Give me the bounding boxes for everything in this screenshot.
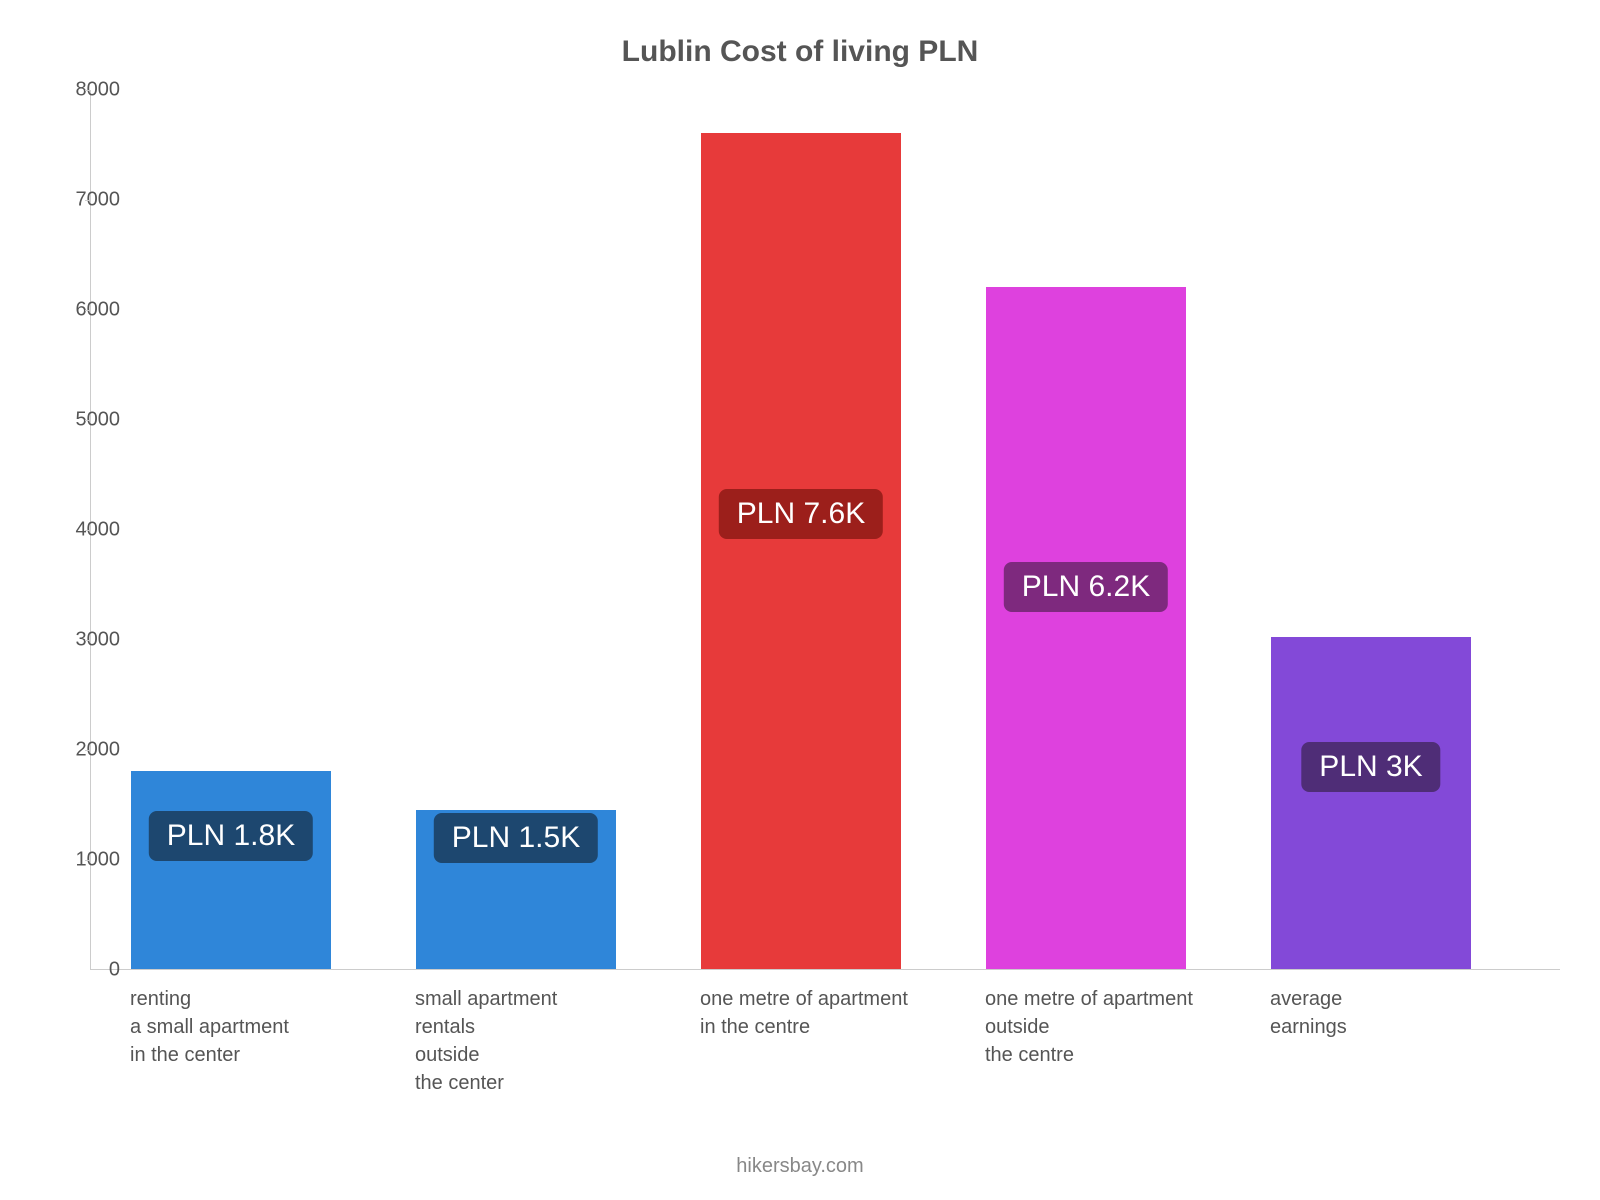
y-axis-tick <box>85 90 91 91</box>
bar <box>1271 637 1471 969</box>
chart-container: Lublin Cost of living PLN PLN 1.8KPLN 1.… <box>0 0 1600 1200</box>
y-axis-tick <box>85 750 91 751</box>
y-axis-label: 0 <box>50 959 120 982</box>
bar-value-label: PLN 3K <box>1301 742 1440 792</box>
x-axis-label: average earnings <box>1270 985 1347 1041</box>
x-axis-label: one metre of apartment outside the centr… <box>985 985 1193 1069</box>
chart-footer: hikersbay.com <box>0 1155 1600 1178</box>
bar <box>701 133 901 969</box>
plot-area: PLN 1.8K PLN 1.5K PLN 7.6K PLN 6.2K PLN 3K <box>90 90 1560 970</box>
bar-value-label: PLN 7.6K <box>719 489 883 539</box>
chart-title: Lublin Cost of living PLN <box>0 35 1600 69</box>
y-axis-tick <box>85 310 91 311</box>
y-axis-tick <box>85 530 91 531</box>
bar-value-label: PLN 1.5K <box>434 813 598 863</box>
y-axis-tick <box>85 640 91 641</box>
bar <box>131 771 331 969</box>
bar <box>986 287 1186 969</box>
y-axis-tick <box>85 200 91 201</box>
x-axis-label: one metre of apartment in the centre <box>700 985 908 1041</box>
y-axis-tick <box>85 860 91 861</box>
x-axis-label: renting a small apartment in the center <box>130 985 289 1069</box>
y-axis-tick <box>85 420 91 421</box>
bar-value-label: PLN 6.2K <box>1004 562 1168 612</box>
x-axis-label: small apartment rentals outside the cent… <box>415 985 557 1097</box>
bar-value-label: PLN 1.8K <box>149 811 313 861</box>
